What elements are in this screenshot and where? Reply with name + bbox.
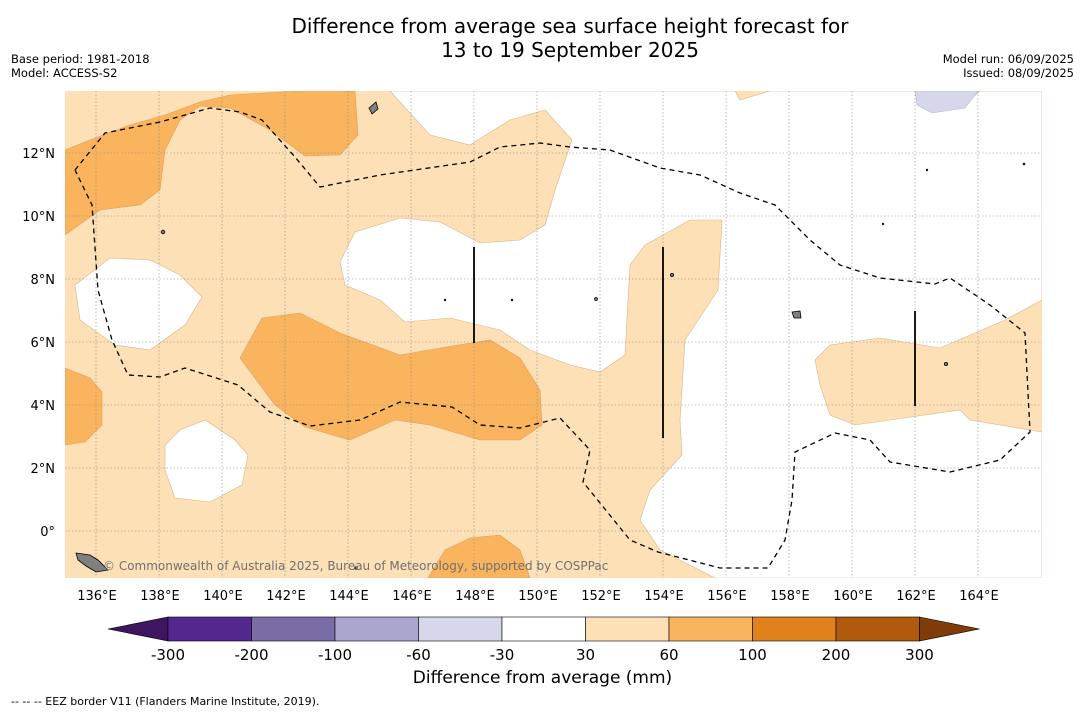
model-name: Model: ACCESS-S2 bbox=[11, 66, 118, 80]
anomaly-60-100-west-edge bbox=[65, 367, 103, 446]
lon-label: 154°E bbox=[644, 589, 684, 604]
anomaly-neg-30-60-northeast bbox=[914, 91, 979, 114]
lon-label: 144°E bbox=[329, 589, 369, 604]
meta-left: Base period: 1981-2018 Model: ACCESS-S2 bbox=[11, 52, 150, 80]
title-line-2: 13 to 19 September 2025 bbox=[441, 38, 699, 62]
lon-label: 152°E bbox=[581, 589, 621, 604]
gridlines bbox=[65, 91, 1042, 578]
colorbar-tick-label: -60 bbox=[406, 646, 431, 664]
lat-label: 2°N bbox=[31, 462, 56, 477]
lon-label: 158°E bbox=[770, 589, 810, 604]
colorbar-extension-high bbox=[919, 616, 980, 642]
colorbar-extension-low bbox=[107, 616, 169, 642]
colorbar-tick-label: 200 bbox=[822, 646, 851, 664]
base-period: Base period: 1981-2018 bbox=[11, 52, 150, 66]
lon-label: 160°E bbox=[833, 589, 873, 604]
colorbar-tick-label: 300 bbox=[905, 646, 934, 664]
eez-footnote: -- -- -- EEZ border V11 (Flanders Marine… bbox=[11, 695, 320, 708]
lat-label: 0° bbox=[40, 525, 55, 540]
lon-label: 156°E bbox=[707, 589, 747, 604]
colorbar-swatch bbox=[835, 616, 920, 642]
lon-label: 138°E bbox=[140, 589, 180, 604]
lat-label: 6°N bbox=[31, 336, 56, 351]
forecast-markers bbox=[473, 247, 916, 438]
colorbar-tick-label: 60 bbox=[659, 646, 678, 664]
lon-label: 136°E bbox=[77, 589, 117, 604]
meta-right: Model run: 06/09/2025 Issued: 08/09/2025 bbox=[943, 52, 1074, 80]
neutral-region-south bbox=[164, 419, 249, 503]
lat-label: 8°N bbox=[31, 273, 56, 288]
colorbar-swatch bbox=[251, 616, 336, 642]
lat-label: 4°N bbox=[31, 399, 56, 414]
lon-label: 162°E bbox=[896, 589, 936, 604]
islands bbox=[75, 101, 1026, 573]
colorbar-tick-label: -300 bbox=[151, 646, 185, 664]
lon-label: 150°E bbox=[518, 589, 558, 604]
neutral-region-west bbox=[74, 257, 203, 351]
colorbar-label: Difference from average (mm) bbox=[412, 668, 673, 688]
lon-label: 146°E bbox=[392, 589, 432, 604]
issued-date: Issued: 08/09/2025 bbox=[963, 66, 1074, 80]
lon-label: 140°E bbox=[203, 589, 243, 604]
colorbar: -300 -200 -100 -60 -30 30 60 100 200 300 bbox=[107, 616, 980, 664]
colorbar-swatch bbox=[501, 616, 586, 642]
lon-label: 142°E bbox=[266, 589, 306, 604]
colorbar-tick-label: 30 bbox=[576, 646, 595, 664]
lon-label: 164°E bbox=[959, 589, 999, 604]
colorbar-tick-label: -100 bbox=[318, 646, 352, 664]
colorbar-swatch bbox=[167, 616, 252, 642]
anomaly-60-100-center bbox=[239, 312, 543, 441]
model-run: Model run: 06/09/2025 bbox=[942, 52, 1074, 66]
title-line-1: Difference from average sea surface heig… bbox=[291, 14, 849, 38]
neutral-region-east bbox=[339, 91, 1042, 578]
colorbar-swatch bbox=[334, 616, 419, 642]
copyright-watermark: © Commonwealth of Australia 2025, Bureau… bbox=[103, 559, 608, 573]
chart-title: Difference from average sea surface heig… bbox=[0, 14, 1085, 62]
colorbar-swatch bbox=[418, 616, 503, 642]
colorbar-swatch bbox=[752, 616, 837, 642]
colorbar-tick-label: -30 bbox=[490, 646, 515, 664]
map-area bbox=[65, 91, 1042, 578]
colorbar-tick-label: -200 bbox=[234, 646, 268, 664]
lon-label: 148°E bbox=[455, 589, 495, 604]
latitude-labels: 12°N 10°N 8°N 6°N 4°N 2°N 0° bbox=[22, 147, 55, 540]
colorbar-swatch bbox=[585, 616, 670, 642]
lat-label: 10°N bbox=[22, 210, 55, 225]
colorbar-tick-label: 100 bbox=[738, 646, 767, 664]
colorbar-swatch bbox=[668, 616, 753, 642]
anomaly-60-100-south bbox=[427, 534, 531, 578]
longitude-labels: 136°E 138°E 140°E 142°E 144°E 146°E 148°… bbox=[77, 589, 999, 604]
lat-label: 12°N bbox=[22, 147, 55, 162]
